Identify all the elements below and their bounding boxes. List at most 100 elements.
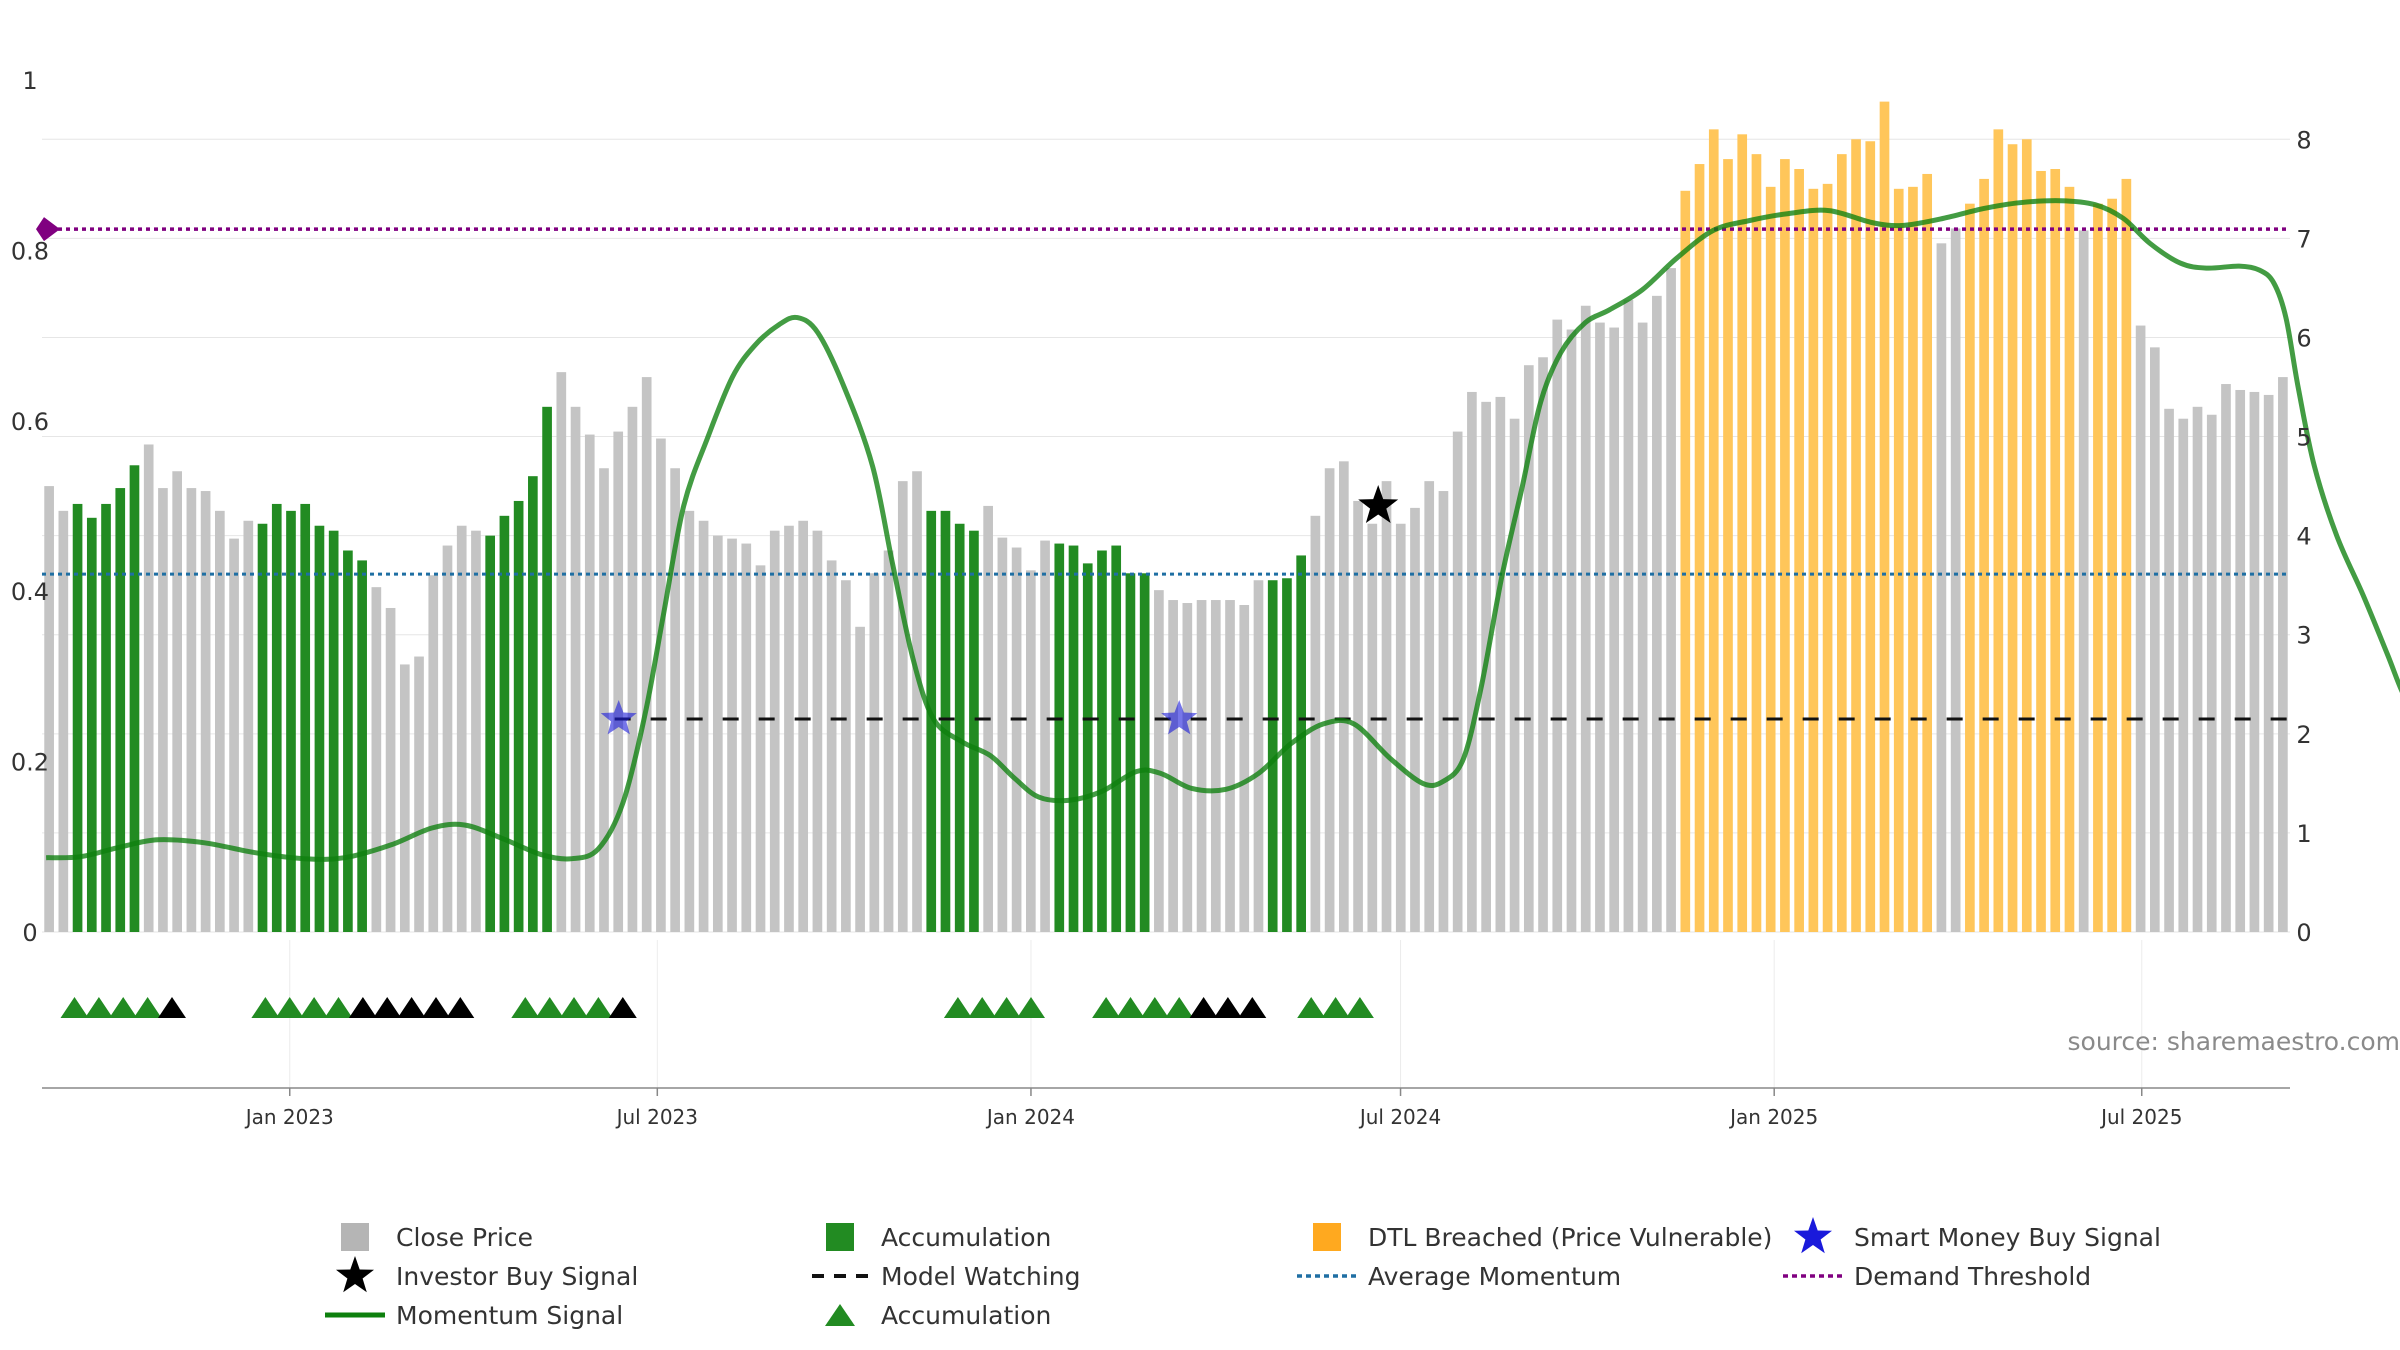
close-price-bar xyxy=(1324,468,1335,932)
accumulation-bar xyxy=(300,503,311,932)
dtl-bar xyxy=(1993,129,2004,933)
close-price-bar xyxy=(1253,580,1264,932)
black-accumulation-triangle xyxy=(446,997,475,1018)
close-price-bar xyxy=(784,525,794,932)
accumulation-triangle xyxy=(1321,997,1350,1018)
accumulation-bar xyxy=(1082,563,1093,932)
legend-label: Investor Buy Signal xyxy=(396,1262,638,1291)
black-accumulation-triangle xyxy=(158,997,186,1018)
close-price-bar xyxy=(2135,325,2146,932)
x-tick-label: Jan 2023 xyxy=(244,1105,334,1129)
black-accumulation-triangle xyxy=(373,997,402,1018)
left-tick-label: 1 xyxy=(22,67,37,95)
close-price-bar xyxy=(897,481,908,932)
dtl-bar xyxy=(2107,198,2117,933)
accumulation-bar xyxy=(1296,555,1306,932)
axes: Jan 2023 Jul 2023 Jan 2024 Jul 2024 Jan 2025… xyxy=(11,67,2312,1129)
close-price-bar xyxy=(1595,322,1605,933)
black-accumulation-triangle xyxy=(1238,997,1267,1018)
close-price-bar xyxy=(2150,347,2160,932)
close-price-bar xyxy=(1936,243,1947,932)
close-price-bar xyxy=(58,510,69,932)
black-accumulation-triangle xyxy=(608,997,637,1018)
right-tick-label: 8 xyxy=(2296,126,2311,154)
close-price-bar xyxy=(1353,500,1363,932)
left-tick-label: 0.2 xyxy=(11,749,49,777)
close-price-bar xyxy=(229,538,239,932)
close-price-bar xyxy=(1467,391,1477,932)
close-price-bar xyxy=(1168,600,1178,932)
accumulation-triangle xyxy=(109,997,138,1018)
close-price-bar xyxy=(1196,600,1207,932)
accumulation-triangle xyxy=(1017,997,1045,1018)
accumulation-bar xyxy=(72,503,83,932)
x-tick-label: Jan 2024 xyxy=(985,1105,1075,1129)
close-price-bar xyxy=(613,431,624,932)
accumulation-bar xyxy=(940,510,951,932)
dtl-bar xyxy=(1822,183,1833,933)
legend-item: Accumulation xyxy=(826,1223,1051,1252)
close-price-bar xyxy=(186,488,197,932)
source-caption: source: sharemaestro.com xyxy=(2068,1027,2400,1056)
legend-label: Average Momentum xyxy=(1368,1262,1621,1291)
accumulation-bar xyxy=(271,503,282,932)
price-bars xyxy=(44,101,2288,933)
close-price-bar xyxy=(1040,540,1050,932)
close-price-bar xyxy=(243,520,254,932)
accumulation-triangle xyxy=(133,997,162,1018)
legend-label: DTL Breached (Price Vulnerable) xyxy=(1368,1223,1772,1252)
legend-label: Accumulation xyxy=(881,1301,1051,1330)
smart-money-buy-star xyxy=(1161,700,1198,735)
black-accumulation-triangle xyxy=(1213,997,1242,1018)
demand-threshold-marker xyxy=(36,217,60,242)
close-price-bar xyxy=(1225,600,1235,932)
accumulation-markers xyxy=(60,997,1374,1018)
accumulation-bar xyxy=(1267,580,1278,932)
close-price-bar xyxy=(2278,377,2288,933)
dtl-bar xyxy=(1851,139,1861,932)
close-price-bar xyxy=(1552,319,1563,932)
close-price-bar xyxy=(1652,295,1662,933)
legend-swatch xyxy=(1313,1223,1341,1251)
legend-item: Momentum Signal xyxy=(325,1301,623,1330)
close-price-bar xyxy=(1523,365,1534,932)
close-price-bar xyxy=(2263,394,2274,932)
close-price-bar xyxy=(727,538,737,932)
legend-item: Investor Buy Signal xyxy=(336,1256,638,1293)
close-price-bar xyxy=(428,575,439,932)
dtl-bar xyxy=(2007,144,2018,933)
close-price-bar xyxy=(1666,268,1676,933)
accumulation-bar xyxy=(485,535,496,932)
close-price-bar xyxy=(1566,329,1577,932)
buy-signals xyxy=(600,485,1399,735)
left-tick-label: 0.8 xyxy=(11,237,49,265)
close-price-bar xyxy=(44,486,54,932)
x-tick-label: Jul 2023 xyxy=(615,1105,698,1129)
accumulation-triangle xyxy=(535,997,564,1018)
close-price-bar xyxy=(371,587,382,932)
close-price-bar xyxy=(798,520,809,932)
legend-label: Close Price xyxy=(396,1223,533,1252)
accumulation-triangle xyxy=(1297,997,1326,1018)
legend-label: Smart Money Buy Signal xyxy=(1854,1223,2161,1252)
black-accumulation-triangle xyxy=(397,997,426,1018)
close-price-bar xyxy=(2206,414,2217,932)
left-tick-label: 0.4 xyxy=(11,578,49,606)
dtl-bar xyxy=(2064,186,2075,933)
close-price-bar xyxy=(200,491,211,932)
dtl-bar xyxy=(1680,190,1691,933)
accumulation-bar xyxy=(314,525,325,932)
dtl-bar xyxy=(1694,164,1705,933)
accumulation-bar xyxy=(528,476,538,932)
close-price-bar xyxy=(1609,327,1620,932)
close-price-bar xyxy=(471,530,481,932)
close-price-bar xyxy=(158,488,168,932)
accumulation-bar xyxy=(357,560,367,932)
close-price-bar xyxy=(1310,515,1321,932)
accumulation-bar xyxy=(513,500,524,932)
close-price-bar xyxy=(1424,481,1435,932)
close-price-bar xyxy=(1011,547,1022,932)
accumulation-triangle xyxy=(1116,997,1145,1018)
black-accumulation-triangle xyxy=(1189,997,1218,1018)
